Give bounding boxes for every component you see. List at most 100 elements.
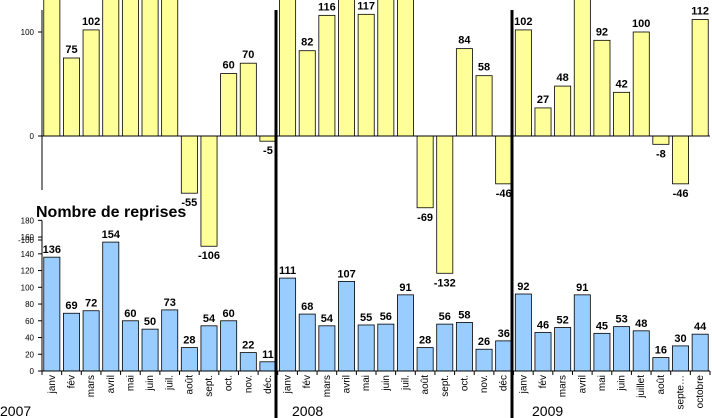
top-bar: [672, 135, 689, 185]
x-tick-label: juil.: [165, 375, 176, 391]
top-bar: [554, 85, 572, 137]
top-bar-label: -55: [181, 197, 197, 209]
top-bar: [259, 135, 277, 142]
bottom-bar: [691, 333, 709, 372]
bottom-bar: [495, 340, 513, 372]
x-tick-label: octobre: [695, 375, 706, 409]
bottom-bar: [416, 347, 434, 372]
x-tick-label: mars: [322, 375, 333, 397]
bottom-bar-label: 36: [498, 328, 510, 340]
bottom-bar: [220, 320, 238, 372]
bottom-bar: [121, 320, 139, 372]
top-bar: [377, 0, 395, 137]
top-bar-label: 60: [223, 60, 235, 72]
bottom-bar: [436, 323, 454, 372]
bottom-y-tick-label: 160: [21, 233, 35, 242]
x-tick-label: avril: [106, 375, 117, 393]
top-bar: [397, 0, 414, 137]
bottom-bar: [102, 241, 120, 372]
year-label-2007: 2007: [0, 403, 31, 418]
x-tick-label: mai: [361, 375, 372, 391]
bottom-bar: [652, 357, 670, 372]
bottom-bar: [279, 277, 297, 372]
x-tick-label: avril: [577, 375, 588, 393]
bottom-bar: [534, 332, 552, 372]
top-y-tick-label: -100: [18, 236, 35, 245]
bottom-bar: [298, 313, 316, 372]
bottom-bar: [43, 256, 61, 372]
bottom-bar: [632, 330, 650, 372]
bottom-bar-label: 53: [615, 314, 627, 326]
bottom-bar: [377, 323, 395, 372]
bottom-bar-label: 92: [517, 281, 529, 293]
bottom-bar: [338, 281, 355, 372]
bottom-bar-label: 16: [655, 345, 667, 357]
top-bar-label: 84: [458, 35, 471, 47]
top-bar: [338, 0, 355, 137]
x-tick-label: sept.: [440, 375, 451, 397]
top-bar-label: -106: [198, 250, 220, 262]
bottom-bar-label: 11: [262, 349, 274, 361]
top-bar: [573, 0, 591, 137]
top-bar-label: 42: [615, 78, 627, 90]
bottom-bar: [593, 332, 611, 372]
bottom-y-tick-label: 80: [25, 300, 34, 309]
x-tick-label: oct.: [459, 375, 470, 391]
bottom-bar-label: 52: [557, 314, 569, 326]
bottom-bar: [554, 327, 572, 372]
x-tick-label: juin: [381, 375, 392, 392]
bottom-bar-label: 91: [576, 282, 588, 294]
x-tick-label: septe…: [676, 375, 687, 409]
bottom-bar-label: 30: [674, 333, 686, 345]
x-tick-label: déc: [499, 375, 510, 391]
bottom-bar-label: 154: [102, 229, 121, 241]
bottom-bar: [82, 310, 100, 372]
year-label-2008: 2008: [292, 403, 323, 418]
bottom-y-tick-label: 0: [30, 367, 35, 376]
top-bar: [121, 0, 139, 137]
bottom-bar-label: 60: [223, 308, 235, 320]
top-bar: [436, 135, 454, 274]
bottom-bar-label: 46: [537, 319, 549, 331]
x-tick-label: fév: [66, 375, 77, 388]
top-bar-label: 70: [242, 49, 254, 61]
bottom-bar-label: 54: [321, 313, 334, 325]
top-bar: [593, 39, 611, 137]
bottom-bar-label: 73: [164, 297, 176, 309]
top-bar: [63, 57, 80, 137]
top-bar: [298, 50, 316, 137]
bottom-bar: [397, 294, 414, 372]
bottom-y-tick-label: 180: [21, 216, 35, 225]
bottom-bar-label: 72: [85, 298, 97, 310]
top-bar-label: 102: [514, 16, 532, 28]
top-chart: -100010020030016275102340164184224-55-10…: [18, 0, 710, 289]
bottom-bar-label: 54: [203, 313, 216, 325]
bottom-bar-label: 26: [478, 336, 490, 348]
bottom-bar: [141, 328, 159, 372]
bottom-y-tick-label: 120: [21, 267, 35, 276]
bottom-y-tick-label: 20: [25, 350, 34, 359]
top-bar: [495, 135, 513, 185]
x-tick-label: janv: [518, 375, 529, 394]
year-label-2009: 2009: [532, 403, 563, 418]
bottom-y-tick-label: 140: [21, 250, 35, 259]
bottom-bar: [455, 322, 473, 372]
top-bar-label: 112: [691, 6, 709, 18]
top-bar: [141, 0, 159, 137]
top-bar-label: 116: [318, 1, 336, 13]
bottom-bar-label: 50: [144, 316, 156, 328]
x-tick-label: avril: [342, 375, 353, 393]
x-tick-label: août: [184, 375, 195, 395]
bottom-bar-label: 111: [279, 265, 296, 277]
top-bar: [632, 31, 650, 137]
bottom-bar-label: 56: [439, 311, 451, 323]
top-bar-label: 27: [537, 94, 549, 106]
bottom-bar-label: 45: [596, 320, 608, 332]
top-bar: [102, 0, 120, 137]
top-bar: [161, 0, 179, 137]
bottom-bar: [180, 347, 198, 372]
x-tick-label: mars: [558, 375, 569, 397]
top-bar-label: 82: [301, 37, 313, 49]
x-tick-label: oct.: [224, 375, 235, 391]
x-tick-label: janv: [47, 375, 58, 394]
